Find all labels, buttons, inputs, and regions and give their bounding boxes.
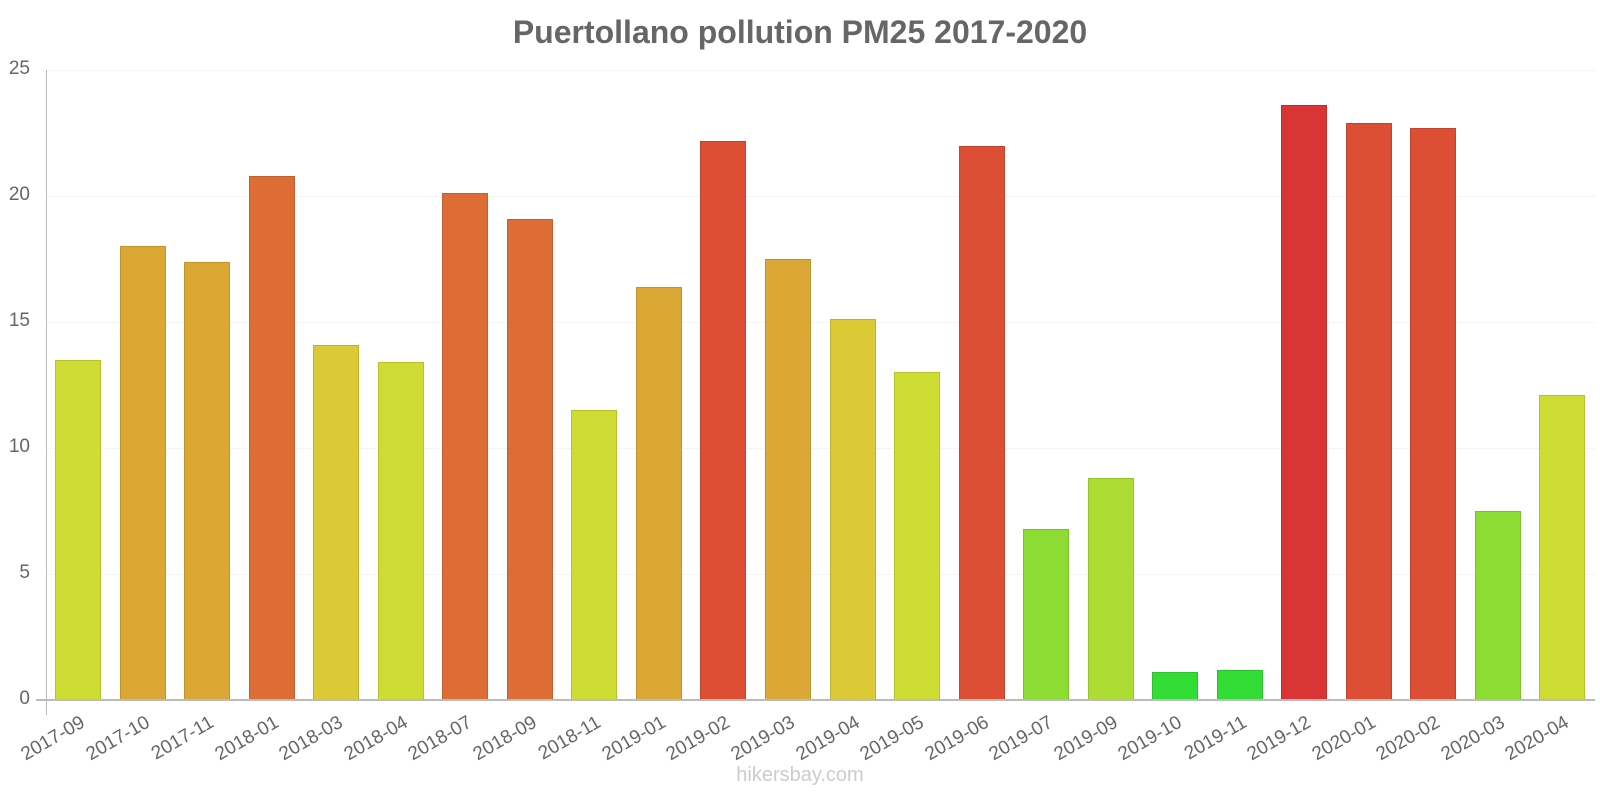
bar-2018-09[interactable] [506, 218, 553, 700]
bar-2019-03[interactable] [764, 259, 811, 700]
x-tick-label: 2019-11 [1180, 712, 1251, 765]
x-tick-label: 2018-01 [211, 712, 283, 766]
x-tick-label: 2019-12 [1243, 712, 1315, 766]
gridline [46, 448, 1595, 449]
chart-title: Puertollano pollution PM25 2017-2020 [512, 14, 1088, 50]
bar-2019-01[interactable] [635, 286, 682, 700]
x-tick-label: 2020-04 [1502, 712, 1573, 766]
y-tick-label: 0 [19, 688, 30, 709]
x-tick-label: 2017-10 [82, 712, 154, 766]
gridline [46, 574, 1595, 575]
x-tick-label: 2018-04 [340, 712, 412, 766]
y-tick-label: 25 [8, 58, 30, 79]
gridline [46, 196, 1595, 197]
bar-2020-04[interactable] [1539, 395, 1586, 700]
bar-2018-07[interactable] [442, 193, 489, 700]
plot-area [46, 70, 1595, 700]
x-tick-label: 2019-01 [598, 712, 670, 766]
x-tick-label: 2017-09 [17, 712, 89, 766]
bar-2019-07[interactable] [1023, 528, 1070, 700]
bar-2017-10[interactable] [119, 246, 166, 700]
y-tick-label: 15 [8, 310, 30, 331]
bar-2018-03[interactable] [313, 344, 360, 700]
x-tick-label: 2019-04 [792, 712, 863, 766]
y-tick-label: 10 [8, 436, 30, 457]
bar-2020-03[interactable] [1474, 511, 1521, 700]
x-tick-label: 2020-01 [1308, 712, 1380, 766]
bar-2019-02[interactable] [700, 140, 747, 700]
bar-2017-11[interactable] [184, 261, 231, 700]
gridline [46, 70, 1595, 71]
x-tick-label: 2018-11 [535, 712, 605, 765]
x-tick-label: 2019-02 [663, 712, 734, 766]
bar-2018-01[interactable] [248, 175, 295, 700]
y-axis-line [46, 70, 47, 715]
bar-2019-09[interactable] [1087, 478, 1134, 700]
bar-2018-11[interactable] [571, 410, 618, 700]
x-tick-label: 2020-02 [1372, 712, 1444, 766]
bar-2019-04[interactable] [829, 319, 876, 700]
x-tick-label: 2018-07 [404, 712, 476, 766]
bar-2019-11[interactable] [1216, 669, 1263, 700]
x-tick-label: 2020-03 [1437, 712, 1509, 766]
gridline [46, 322, 1595, 323]
x-tick-label: 2019-09 [1050, 712, 1122, 766]
bar-2019-06[interactable] [958, 145, 1005, 700]
watermark: hikersbay.com [736, 764, 864, 786]
x-tick-label: 2019-07 [985, 712, 1057, 766]
bar-2019-12[interactable] [1281, 105, 1328, 700]
y-tick-label: 20 [8, 184, 30, 205]
bar-2019-10[interactable] [1152, 672, 1199, 700]
bar-2019-05[interactable] [894, 372, 941, 700]
x-tick-label: 2019-05 [856, 712, 928, 766]
x-tick-label: 2018-03 [275, 712, 347, 766]
x-tick-label: 2018-09 [469, 712, 541, 766]
x-tick-label: 2019-10 [1114, 712, 1186, 766]
bar-2017-09[interactable] [55, 359, 101, 700]
bar-2018-04[interactable] [377, 362, 424, 700]
bar-2020-02[interactable] [1410, 127, 1457, 700]
x-tick-label: 2017-11 [147, 712, 218, 765]
bar-2020-01[interactable] [1345, 122, 1392, 700]
x-axis-line [36, 699, 1595, 701]
x-tick-label: 2019-03 [727, 712, 799, 766]
y-tick-label: 5 [19, 562, 30, 583]
x-tick-label: 2019-06 [921, 712, 993, 766]
